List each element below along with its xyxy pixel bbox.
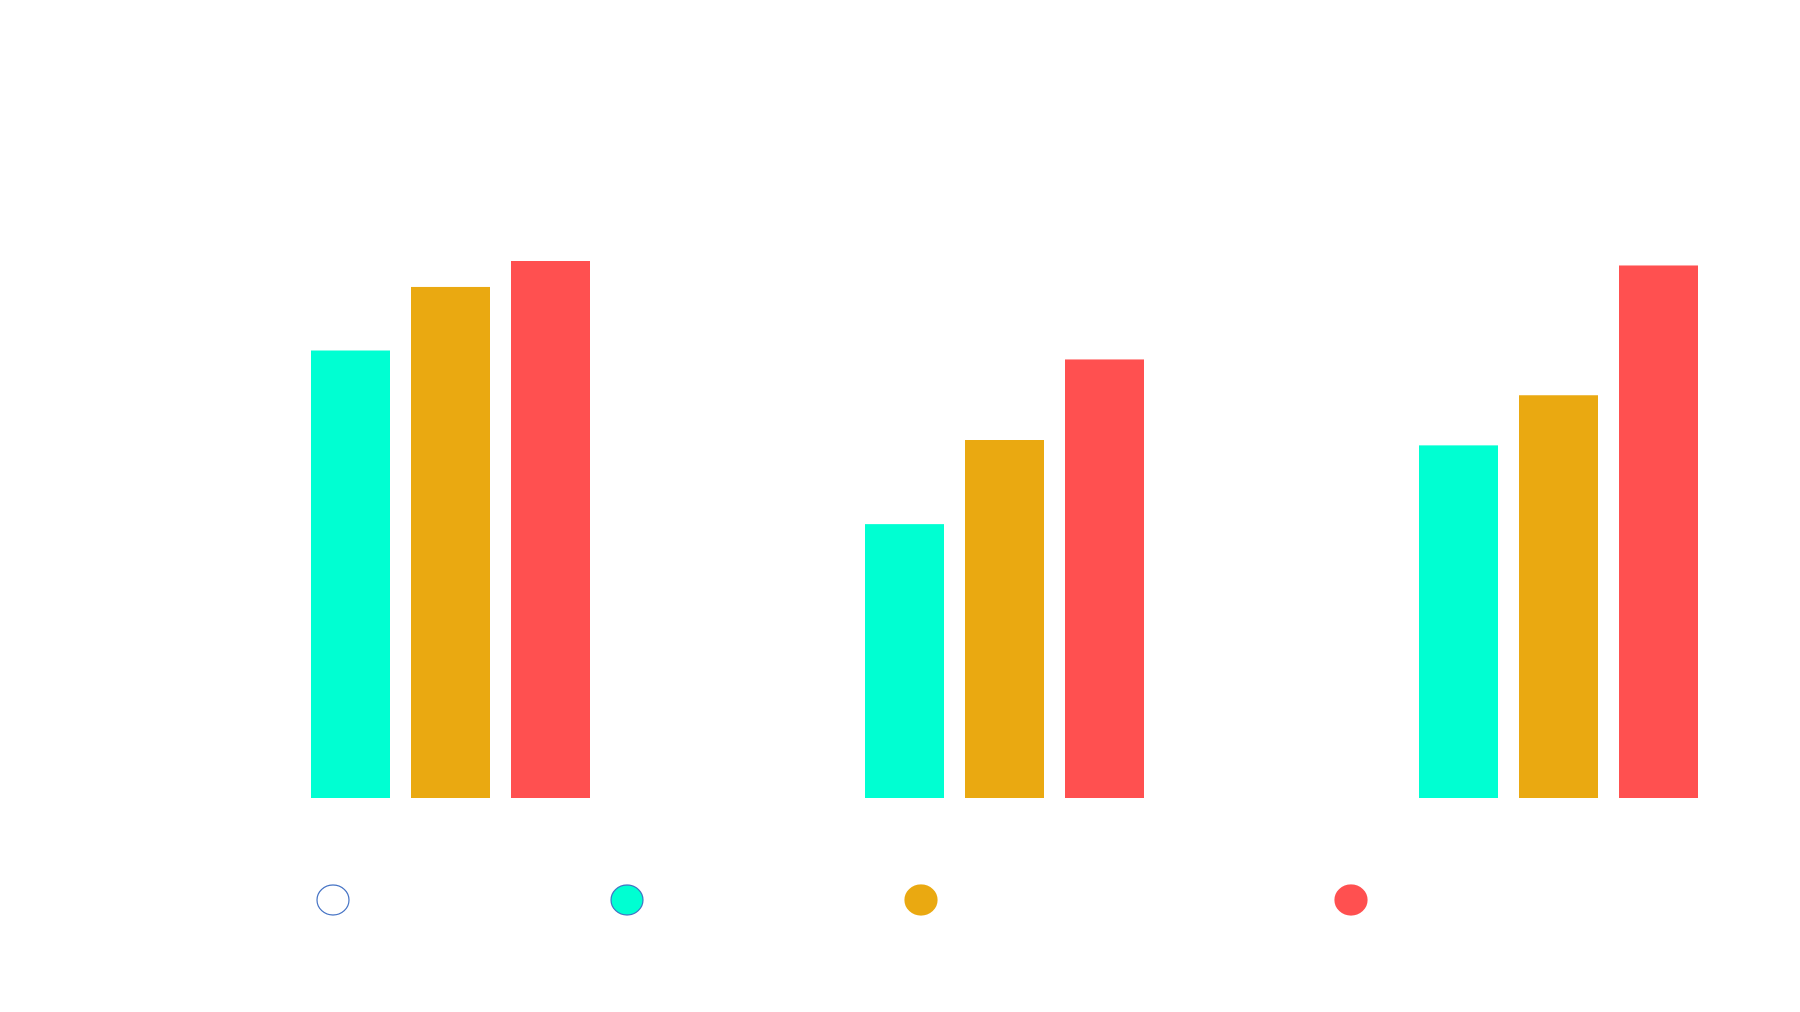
bar-series-1-group-2 (865, 524, 944, 798)
bar-series-3-group-1 (511, 261, 590, 798)
bar-series-3-group-3 (1619, 265, 1698, 799)
bar-group-2 (865, 359, 1144, 798)
legend-marker-2 (610, 884, 644, 916)
bar-series-2-group-2 (965, 440, 1044, 798)
bar-group-1 (311, 261, 590, 798)
bar-series-1-group-1 (311, 350, 390, 798)
bars-layer (311, 261, 1698, 799)
legend-marker-1 (316, 884, 350, 916)
bar-series-2-group-1 (411, 286, 490, 798)
bar-series-1-group-3 (1419, 445, 1498, 798)
legend (316, 884, 1368, 916)
legend-marker-3 (904, 884, 938, 916)
legend-marker-4 (1334, 884, 1368, 916)
bar-group-3 (1419, 265, 1698, 799)
bar-series-3-group-2 (1065, 359, 1144, 798)
bar-series-2-group-3 (1519, 395, 1598, 798)
